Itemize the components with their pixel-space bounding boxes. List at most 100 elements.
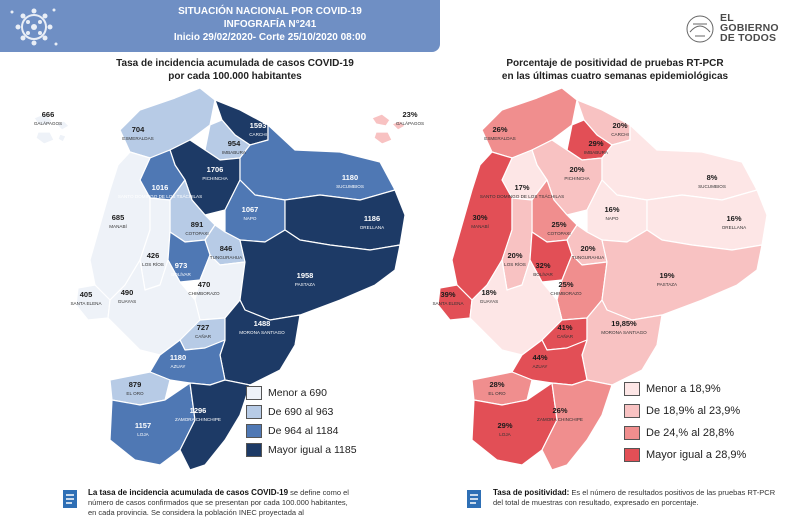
region-value-label: 1958 <box>297 271 314 280</box>
region-name-label: AZUAY <box>533 364 548 369</box>
virus-icon <box>10 8 58 46</box>
region-value-label: 704 <box>132 125 145 134</box>
region-name-label: ZAMORA CHINCHIPE <box>537 417 583 422</box>
legend-swatch <box>246 424 262 438</box>
region-name-label: AZUAY <box>171 364 186 369</box>
region-value-label: 879 <box>129 380 142 389</box>
header-date-range: Inicio 29/02/2020- Corte 25/10/2020 08:0… <box>173 32 367 43</box>
region-value-label: 1180 <box>170 353 186 362</box>
region-name-label: SANTA ELENA <box>432 301 464 306</box>
region-name-label: ESMERALDAS <box>484 136 515 141</box>
region-value-label: 1157 <box>135 421 151 430</box>
region-name-label: LOJA <box>499 432 511 437</box>
region-name-label: EL ORO <box>126 391 144 396</box>
region-name-label: SANTO DOMINGO DE LOS TSÁCHILAS <box>480 193 564 199</box>
region-value-label: 20% <box>507 251 522 260</box>
document-icon <box>63 490 77 508</box>
region-name-label: ZAMORA CHINCHIPE <box>175 417 221 422</box>
legend-item: Mayor igual a 1185 <box>246 442 357 458</box>
region-name-label: BOLÍVAR <box>171 271 191 277</box>
region-value-label: 1296 <box>190 406 207 415</box>
region-name-label: LOJA <box>137 432 149 437</box>
region-name-label: GUAYAS <box>118 299 136 304</box>
region-value-label: 16% <box>604 205 619 214</box>
region-guayas <box>107 259 201 356</box>
region-name-label: EL ORO <box>488 391 506 396</box>
region-name-label: PASTAZA <box>657 282 678 287</box>
region-value-label: 44% <box>532 353 547 362</box>
region-value-label: 891 <box>191 220 204 229</box>
region-name-label: SUCUMBIOS <box>698 184 726 189</box>
region-value-label: 25% <box>558 280 573 289</box>
region-name-label: CAÑAR <box>557 333 574 339</box>
region-value-label: 29% <box>497 421 512 430</box>
region-value-label: 727 <box>197 323 210 332</box>
region-name-label: PASTAZA <box>295 282 316 287</box>
header-banner: SITUACIÓN NACIONAL POR COVID-19 INFOGRAF… <box>0 0 440 52</box>
legend-item: De 964 al 1184 <box>246 423 357 439</box>
legend-swatch <box>246 405 262 419</box>
region-name-label: PICHINCHA <box>202 176 228 181</box>
region-value-label: 25% <box>551 220 566 229</box>
government-logo <box>686 15 714 43</box>
region-name-label: SANTO DOMINGO DE LOS TSÁCHILAS <box>118 193 202 199</box>
region-value-label: 666 <box>42 110 55 119</box>
region-value-label: 32% <box>535 261 550 270</box>
header-title: SITUACIÓN NACIONAL POR COVID-19 <box>178 6 362 17</box>
region-name-label: GALÁPAGOS <box>396 120 424 126</box>
region-value-label: 1067 <box>242 205 259 214</box>
document-icon <box>467 490 481 508</box>
region-value-label: 28% <box>489 380 504 389</box>
legend-swatch <box>624 404 640 418</box>
region-value-label: 29% <box>588 139 603 148</box>
legend-item: De 24,% al 28,8% <box>624 424 746 442</box>
legend-item: De 690 al 963 <box>246 404 357 420</box>
region-name-label: GALÁPAGOS <box>34 120 62 126</box>
region-value-label: 685 <box>112 213 125 222</box>
region-name-label: COTOPAXI <box>185 231 208 236</box>
region-name-label: IMBABURA <box>222 150 247 155</box>
right-footnote: Tasa de positividad: Es el número de res… <box>493 488 776 507</box>
legend-item: De 18,9% al 23,9% <box>624 402 746 420</box>
legend-item: Menor a 690 <box>246 385 357 401</box>
region-value-label: 405 <box>80 290 93 299</box>
region-name-label: CAÑAR <box>195 333 212 339</box>
region-name-label: NAPO <box>605 216 618 221</box>
region-name-label: CHIMBORAZO <box>188 291 220 296</box>
government-logo-text: EL GOBIERNO DE TODOS <box>720 12 779 44</box>
region-name-label: BOLÍVAR <box>533 271 553 277</box>
legend-item: Menor a 18,9% <box>624 380 746 398</box>
region-name-label: TUNGURAHUA <box>572 255 605 260</box>
legend-swatch <box>624 448 640 462</box>
region-value-label: 26% <box>492 125 507 134</box>
region-value-label: 954 <box>228 139 241 148</box>
left-legend: Menor a 690 De 690 al 963 De 964 al 1184… <box>246 385 357 461</box>
region-value-label: 17% <box>514 183 529 192</box>
region-value-label: 23% <box>402 110 417 119</box>
region-name-label: ESMERALDAS <box>122 136 153 141</box>
region-value-label: 20% <box>569 165 584 174</box>
region-name-label: CHIMBORAZO <box>550 291 582 296</box>
region-name-label: IMBABURA <box>584 150 609 155</box>
region-name-label: LOS RÍOS <box>504 261 526 267</box>
region-value-label: 16% <box>726 214 741 223</box>
region-value-label: 20% <box>580 244 595 253</box>
legend-swatch <box>624 382 640 396</box>
region-value-label: 1706 <box>207 165 224 174</box>
region-value-label: 19,85% <box>611 319 637 328</box>
region-name-label: LOS RÍOS <box>142 261 164 267</box>
legend-swatch <box>624 426 640 440</box>
region-value-label: 39% <box>440 290 455 299</box>
region-value-label: 1488 <box>254 319 271 328</box>
region-value-label: 19% <box>659 271 674 280</box>
legend-swatch <box>246 443 262 457</box>
region-value-label: 30% <box>472 213 487 222</box>
region-name-label: MANABÍ <box>471 223 489 229</box>
region-zamora <box>179 379 251 471</box>
region-value-label: 426 <box>147 251 160 260</box>
region-name-label: ORELLANA <box>722 225 747 230</box>
region-name-label: SANTA ELENA <box>70 301 102 306</box>
region-value-label: 1180 <box>342 173 358 182</box>
left-map-title: Tasa de incidencia acumulada de casos CO… <box>116 58 354 82</box>
